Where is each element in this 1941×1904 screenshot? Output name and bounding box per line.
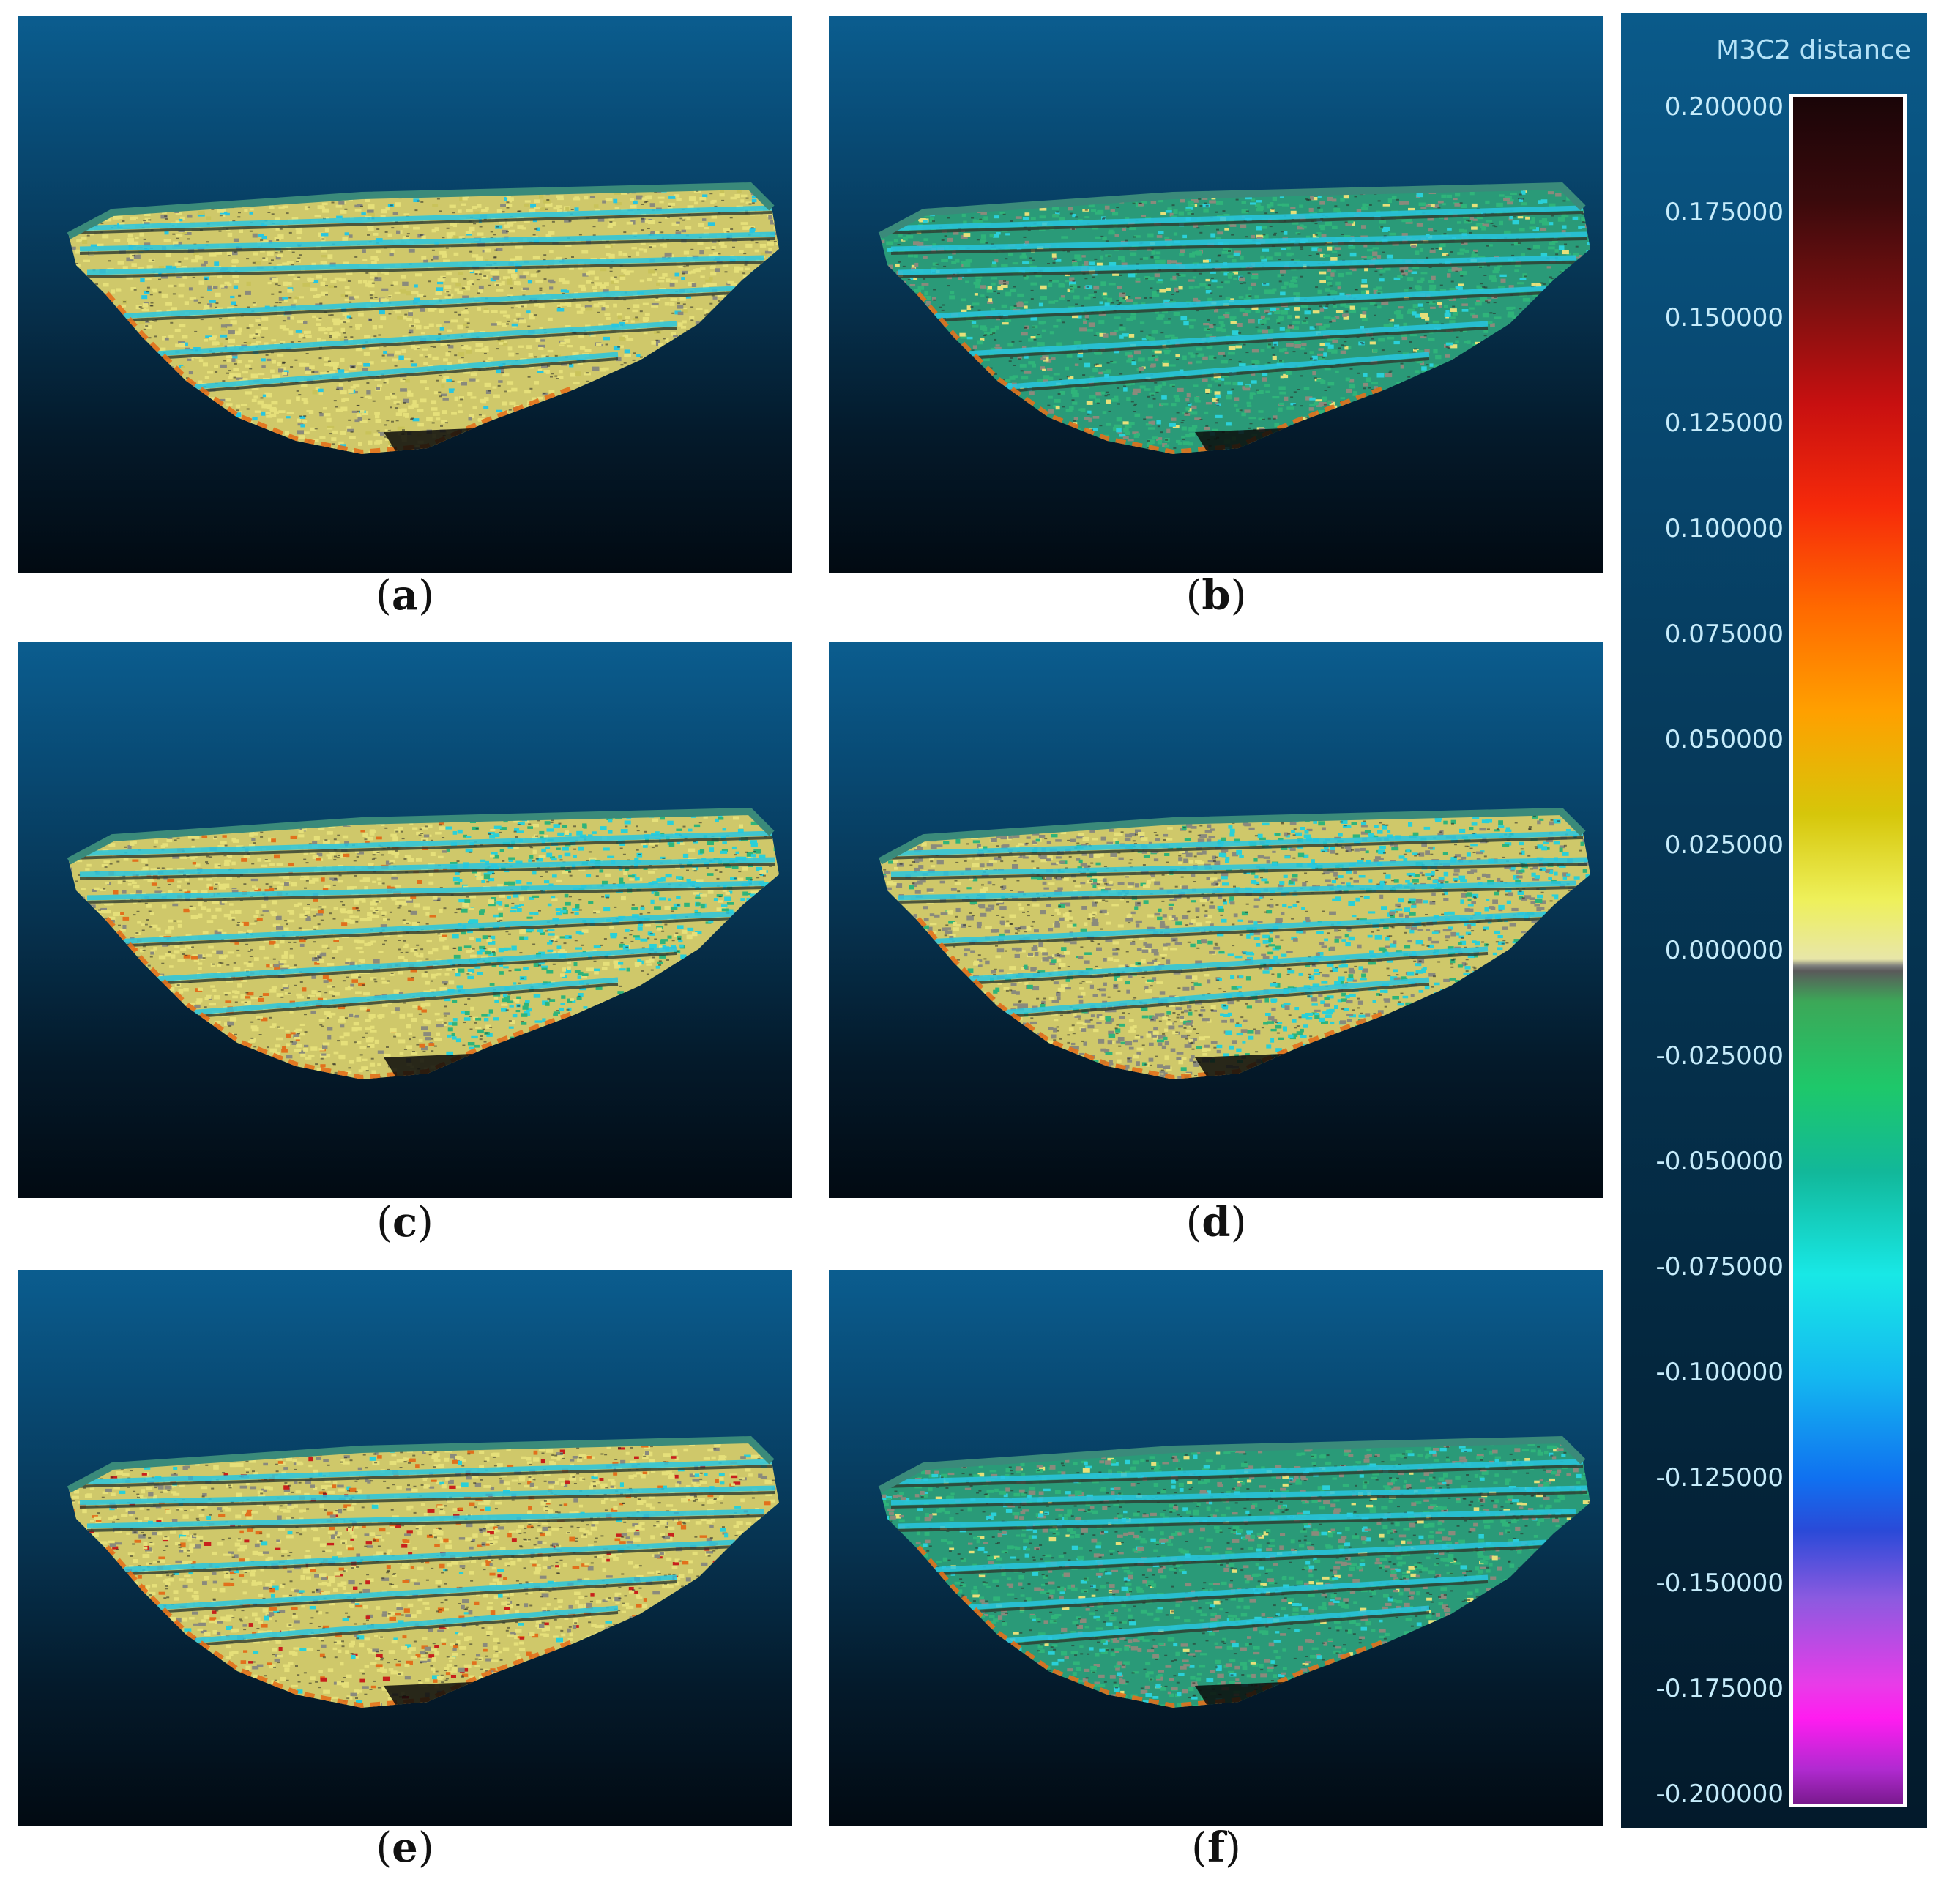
- colorbar-tick-label: 0.200000: [1621, 92, 1789, 122]
- panel-f: [829, 1270, 1603, 1826]
- colorbar-tick-label: -0.075000: [1621, 1252, 1789, 1282]
- colorbar-tick-label: 0.025000: [1621, 830, 1789, 860]
- colorbar-tick-label: -0.025000: [1621, 1041, 1789, 1071]
- cloud-top-edge: [878, 807, 1586, 865]
- panel-c: [18, 642, 792, 1198]
- colorbar-gradient: [1789, 94, 1907, 1807]
- point-cloud-e: [67, 1435, 779, 1708]
- cloud-top-edge: [878, 1435, 1586, 1493]
- caption-e: (e): [295, 1823, 515, 1872]
- caption-f: (f): [1106, 1823, 1326, 1872]
- panel-b: [829, 16, 1603, 573]
- colorbar-tick-label: 0.175000: [1621, 198, 1789, 227]
- colorbar-tick-label: -0.125000: [1621, 1463, 1789, 1492]
- colorbar-tick-label: -0.100000: [1621, 1358, 1789, 1387]
- cloud-top-edge: [878, 182, 1586, 239]
- colorbar-tick-label: 0.100000: [1621, 514, 1789, 543]
- caption-c: (c): [295, 1198, 515, 1246]
- colorbar-tick-label: 0.050000: [1621, 725, 1789, 754]
- colorbar-tick-label: 0.125000: [1621, 409, 1789, 438]
- cloud-top-edge: [67, 1435, 775, 1493]
- colorbar-tick-label: 0.000000: [1621, 936, 1789, 965]
- point-cloud-c: [67, 807, 779, 1079]
- panel-d: [829, 642, 1603, 1198]
- caption-a: (a): [295, 571, 515, 620]
- colorbar-title: M3C2 distance: [1716, 35, 1911, 65]
- colorbar-tick-label: -0.150000: [1621, 1569, 1789, 1598]
- panel-a: [18, 16, 792, 573]
- cloud-top-edge: [67, 182, 775, 239]
- caption-d: (d): [1106, 1198, 1326, 1246]
- colorbar-tick-label: 0.150000: [1621, 303, 1789, 332]
- colorbar-panel: M3C2 distance 0.200000 0.175000 0.150000 0.…: [1621, 13, 1927, 1828]
- colorbar-tick-label: -0.050000: [1621, 1147, 1789, 1176]
- colorbar-tick-label: 0.075000: [1621, 620, 1789, 649]
- point-cloud-d: [878, 807, 1590, 1079]
- point-cloud-b: [878, 182, 1590, 454]
- caption-b: (b): [1106, 571, 1326, 620]
- panel-e: [18, 1270, 792, 1826]
- cloud-top-edge: [67, 807, 775, 865]
- colorbar-tick-label: -0.200000: [1621, 1780, 1789, 1809]
- point-cloud-a: [67, 182, 779, 454]
- point-cloud-f: [878, 1435, 1590, 1708]
- colorbar-tick-label: -0.175000: [1621, 1674, 1789, 1703]
